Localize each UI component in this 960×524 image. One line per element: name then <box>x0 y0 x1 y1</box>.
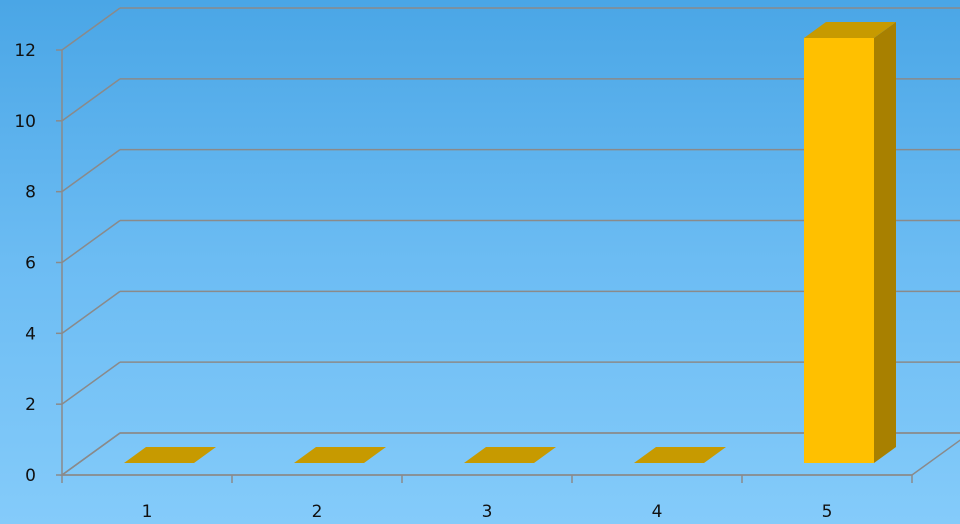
bar-top-3 <box>464 447 556 463</box>
x-tick-label-1: 1 <box>142 502 153 522</box>
bar-top-5 <box>804 22 896 38</box>
bar-side-5 <box>874 22 896 463</box>
gridline-diagonal-6 <box>61 7 121 51</box>
bar-top-2 <box>294 447 386 463</box>
bars <box>124 22 896 463</box>
y-tick-label-3: 6 <box>25 254 36 274</box>
gridline-diagonal-2 <box>61 290 121 334</box>
axes <box>56 49 960 483</box>
bar-3 <box>464 447 556 463</box>
bar-top-4 <box>634 447 726 463</box>
x-axis-tick-labels: 1 2 3 4 5 <box>142 502 833 522</box>
bar-1 <box>124 447 216 463</box>
x-tick-label-4: 4 <box>652 502 663 522</box>
bar-4 <box>634 447 726 463</box>
y-axis-tick-labels: 0 2 4 6 8 10 12 <box>14 41 36 486</box>
bar-2 <box>294 447 386 463</box>
gridline-diagonal-3 <box>61 219 121 264</box>
gridline-diagonal-4 <box>61 149 121 193</box>
y-tick-label-2: 4 <box>25 324 36 344</box>
y-tick-label-4: 8 <box>25 183 36 203</box>
bar-top-1 <box>124 447 216 463</box>
y-tick-label-6: 12 <box>14 41 36 61</box>
gridline-diagonal-1 <box>61 361 121 405</box>
bar-5 <box>804 22 896 463</box>
x-tick-label-3: 3 <box>482 502 493 522</box>
bar-front-5 <box>804 38 874 463</box>
x-tick-label-2: 2 <box>312 502 323 522</box>
y-tick-label-5: 10 <box>14 112 36 132</box>
x-tick-label-5: 5 <box>822 502 833 522</box>
y-tick-label-0: 0 <box>25 466 36 486</box>
gridline-diagonal-5 <box>61 78 121 122</box>
y-tick-label-1: 2 <box>25 395 36 415</box>
